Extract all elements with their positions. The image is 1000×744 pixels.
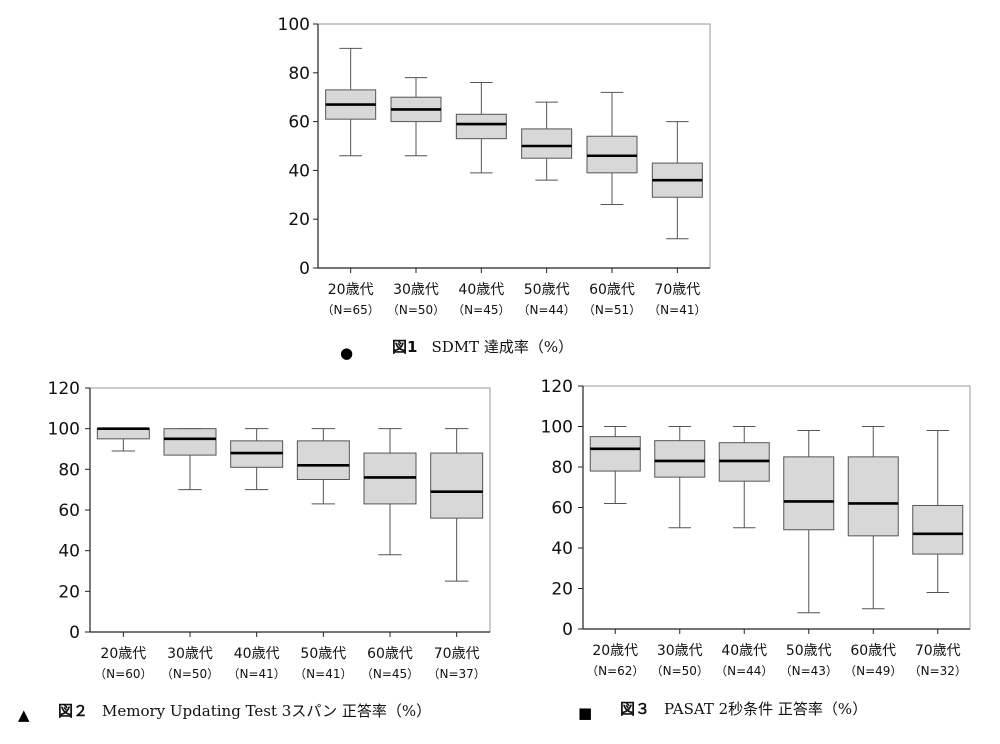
- fig1-ytick-label: 40: [288, 161, 310, 181]
- fig1-box: [455, 113, 507, 140]
- fig1-n-label: （N=45）: [452, 303, 510, 317]
- fig1-ytick-label: 0: [299, 259, 310, 279]
- caption-fig1-label: 図1: [392, 338, 418, 356]
- fig2-category-label: 50歳代: [300, 646, 346, 662]
- fig3-ytick-label: 40: [551, 539, 573, 559]
- fig2-ytick-label: 20: [58, 582, 80, 602]
- fig3-category-label: 40歳代: [721, 643, 767, 659]
- fig1-category-label: 50歳代: [524, 282, 570, 298]
- fig2-ytick-label: 80: [58, 460, 80, 480]
- fig3-n-label: （N=44）: [715, 664, 773, 678]
- fig3-ytick-label: 120: [541, 377, 573, 397]
- caption-fig1-title: SDMT 達成率（%）: [431, 338, 574, 356]
- caption-fig1: 図1 SDMT 達成率（%）: [392, 336, 573, 357]
- fig3-n-label: （N=43）: [780, 664, 838, 678]
- fig1-n-label: （N=65）: [322, 303, 380, 317]
- fig1-category-label: 70歳代: [654, 282, 700, 298]
- fig3-n-label: （N=32）: [909, 664, 967, 678]
- caption-fig2: 図２ Memory Updating Test 3スパン 正答率（%）: [58, 700, 431, 721]
- fig2-ytick-label: 120: [48, 379, 80, 399]
- fig2-n-label: （N=50）: [161, 667, 219, 681]
- fig1-plot-frame: [317, 23, 711, 269]
- fig3-category-label: 30歳代: [657, 643, 703, 659]
- fig1-box: [521, 128, 573, 159]
- fig1-category-label: 20歳代: [328, 282, 374, 298]
- fig1-n-label: （N=41）: [648, 303, 706, 317]
- fig2-box: [163, 428, 217, 456]
- fig2-category-label: 60歳代: [367, 646, 413, 662]
- fig2-n-label: （N=41）: [294, 667, 352, 681]
- caption-fig3-title: PASAT 2秒条件 正答率（%）: [664, 700, 868, 718]
- fig1-category-label: 40歳代: [458, 282, 504, 298]
- fig3-box: [847, 456, 899, 537]
- fig3-category-label: 60歳代: [850, 643, 896, 659]
- caption-fig2-title: Memory Updating Test 3スパン 正答率（%）: [102, 702, 432, 720]
- fig3-box: [654, 440, 706, 478]
- fig1-ytick-label: 100: [278, 15, 310, 35]
- fig1-category-label: 60歳代: [589, 282, 635, 298]
- fig2-ytick-label: 60: [58, 501, 80, 521]
- marker-triangle: ▲: [18, 706, 30, 724]
- caption-fig3-label: 図３: [620, 700, 651, 718]
- fig1-n-label: （N=51）: [583, 303, 641, 317]
- fig2-ytick-label: 100: [48, 420, 80, 440]
- fig2-n-label: （N=37）: [428, 667, 486, 681]
- fig3-ytick-label: 20: [551, 580, 573, 600]
- fig3-n-label: （N=62）: [586, 664, 644, 678]
- fig3-category-label: 50歳代: [786, 643, 832, 659]
- fig3-ytick-label: 60: [551, 499, 573, 519]
- fig2-box: [96, 428, 150, 440]
- fig2-category-label: 30歳代: [167, 646, 213, 662]
- fig2-category-label: 70歳代: [434, 646, 480, 662]
- fig3-plot-frame: [582, 385, 971, 630]
- fig3-category-label: 70歳代: [915, 643, 961, 659]
- fig1-ytick-label: 80: [288, 64, 310, 84]
- marker-circle: ●: [340, 344, 354, 362]
- caption-fig2-label: 図２: [58, 702, 89, 720]
- fig1-n-label: （N=44）: [518, 303, 576, 317]
- fig1-ytick-label: 20: [288, 210, 310, 230]
- fig3-ytick-label: 100: [541, 418, 573, 438]
- fig1-ytick-label: 60: [288, 113, 310, 133]
- fig1-category-label: 30歳代: [393, 282, 439, 298]
- fig2-ytick-label: 0: [69, 623, 80, 643]
- fig2-n-label: （N=45）: [361, 667, 419, 681]
- fig2-plot-frame: [89, 387, 491, 633]
- fig3-ytick-label: 0: [562, 620, 573, 640]
- fig3-category-label: 20歳代: [592, 643, 638, 659]
- fig3-box: [912, 504, 964, 555]
- fig3-n-label: （N=50）: [651, 664, 709, 678]
- fig3-n-label: （N=49）: [844, 664, 902, 678]
- fig2-ytick-label: 40: [58, 542, 80, 562]
- fig3-box: [589, 436, 641, 472]
- fig2-category-label: 40歳代: [234, 646, 280, 662]
- fig2-n-label: （N=60）: [94, 667, 152, 681]
- marker-square: ■: [578, 704, 593, 722]
- fig3-ytick-label: 80: [551, 458, 573, 478]
- caption-fig3: 図３ PASAT 2秒条件 正答率（%）: [620, 698, 867, 719]
- fig2-n-label: （N=41）: [228, 667, 286, 681]
- fig2-category-label: 20歳代: [100, 646, 146, 662]
- fig2-box: [296, 440, 350, 481]
- fig1-n-label: （N=50）: [387, 303, 445, 317]
- fig3-box: [783, 456, 835, 531]
- fig2-box: [430, 452, 484, 519]
